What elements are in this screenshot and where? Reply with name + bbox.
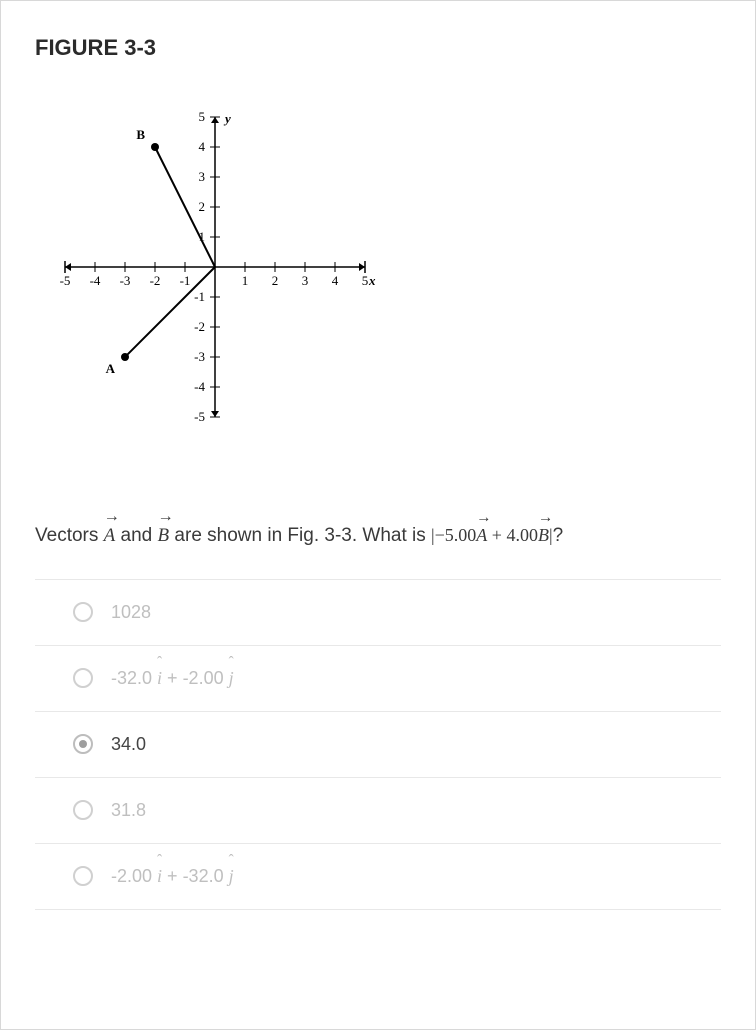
answer-option[interactable]: -32.0 ˆi + -2.00 ˆj (35, 646, 721, 712)
option-label: 34.0 (111, 734, 146, 755)
radio-button[interactable] (73, 866, 93, 886)
vector-B-symbol: →B (158, 522, 170, 551)
option-label: -32.0 ˆi + -2.00 ˆj (111, 668, 234, 689)
radio-button[interactable] (73, 734, 93, 754)
svg-text:-5: -5 (194, 409, 205, 424)
radio-button[interactable] (73, 602, 93, 622)
svg-text:4: 4 (332, 273, 339, 288)
answer-option[interactable]: 34.0 (35, 712, 721, 778)
svg-text:5: 5 (199, 109, 206, 124)
chart-svg: -5-4-3-2-112345-5-4-3-2-112345xyAB (35, 87, 395, 447)
svg-text:4: 4 (199, 139, 206, 154)
option-label: -2.00 ˆi + -32.0 ˆj (111, 866, 234, 887)
question-text: Vectors →A and →B are shown in Fig. 3-3.… (35, 522, 721, 551)
radio-button[interactable] (73, 668, 93, 688)
svg-text:-3: -3 (194, 349, 205, 364)
answer-option[interactable]: 31.8 (35, 778, 721, 844)
svg-text:-2: -2 (194, 319, 205, 334)
magnitude-expression: |−5.00→A + 4.00→B| (431, 525, 553, 545)
answer-option[interactable]: -2.00 ˆi + -32.0 ˆj (35, 844, 721, 910)
radio-button[interactable] (73, 800, 93, 820)
svg-text:B: B (136, 127, 145, 142)
answer-options: 1028 -32.0 ˆi + -2.00 ˆj 34.0 31.8 -2.00 ˆi … (35, 579, 721, 910)
svg-text:-4: -4 (194, 379, 205, 394)
svg-text:y: y (223, 111, 231, 126)
svg-text:3: 3 (302, 273, 309, 288)
svg-text:5: 5 (362, 273, 369, 288)
svg-text:A: A (106, 361, 116, 376)
svg-text:-3: -3 (120, 273, 131, 288)
svg-text:-4: -4 (90, 273, 101, 288)
vector-A-symbol: →A (104, 522, 116, 551)
svg-text:-1: -1 (194, 289, 205, 304)
question-mid1: and (115, 525, 157, 546)
question-suffix: ? (553, 525, 564, 546)
figure-title: FIGURE 3-3 (35, 35, 721, 61)
vector-chart: -5-4-3-2-112345-5-4-3-2-112345xyAB (35, 87, 721, 452)
answer-option[interactable]: 1028 (35, 580, 721, 646)
svg-text:3: 3 (199, 169, 206, 184)
svg-text:2: 2 (272, 273, 279, 288)
svg-text:x: x (368, 273, 376, 288)
svg-text:1: 1 (242, 273, 249, 288)
question-mid2: are shown in Fig. 3-3. What is (169, 525, 431, 546)
option-label: 31.8 (111, 800, 146, 821)
option-label: 1028 (111, 602, 151, 623)
svg-text:2: 2 (199, 199, 206, 214)
question-card: FIGURE 3-3 -5-4-3-2-112345-5-4-3-2-11234… (0, 0, 756, 1030)
svg-text:-5: -5 (60, 273, 71, 288)
svg-text:-1: -1 (180, 273, 191, 288)
svg-text:-2: -2 (150, 273, 161, 288)
question-prefix: Vectors (35, 525, 104, 546)
